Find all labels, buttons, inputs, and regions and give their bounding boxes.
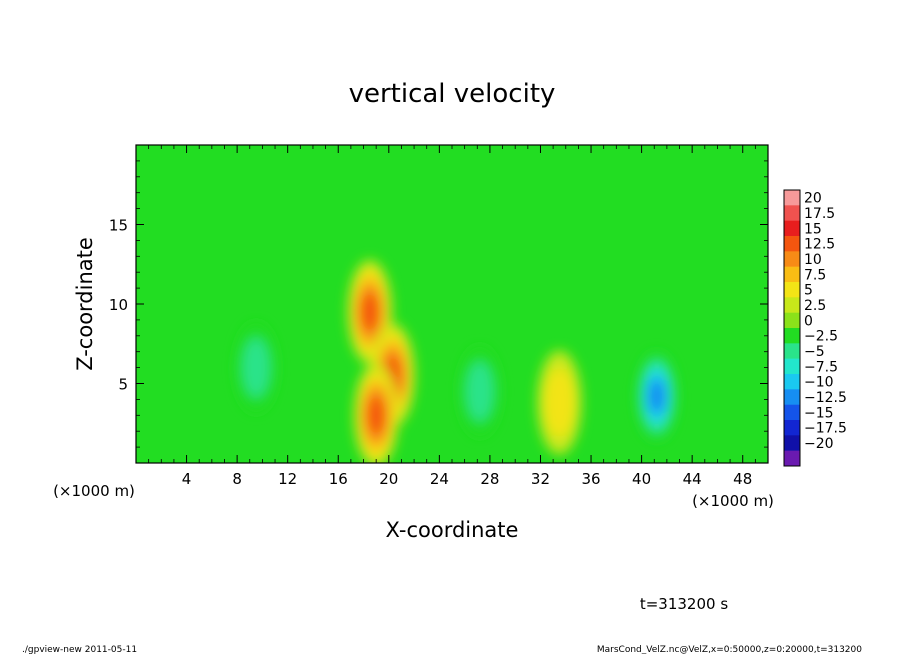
colorbar-label: 17.5 bbox=[804, 206, 835, 222]
x-tick-label: 48 bbox=[733, 470, 752, 488]
colorbar-swatch bbox=[784, 389, 800, 405]
x-tick-label: 44 bbox=[683, 470, 702, 488]
colorbar-swatch bbox=[784, 435, 800, 451]
colorbar-swatch bbox=[784, 190, 800, 206]
colorbar: 2017.51512.5107.552.50−2.5−5−7.5−10−12.5… bbox=[783, 189, 847, 467]
colorbar-label: 20 bbox=[804, 191, 822, 207]
colorbar-label: 0 bbox=[804, 313, 813, 329]
field-contour-5-2 bbox=[465, 362, 494, 421]
colorbar-swatch bbox=[784, 404, 800, 421]
colorbar-swatch bbox=[784, 282, 800, 298]
colorbar-label: −20 bbox=[804, 436, 834, 452]
x-tick-label: 32 bbox=[531, 470, 550, 488]
x-tick-label: 20 bbox=[379, 470, 398, 488]
colorbar-label: 7.5 bbox=[804, 267, 826, 283]
colorbar-label: −2.5 bbox=[804, 329, 838, 345]
x-tick-label: 4 bbox=[182, 470, 192, 488]
colorbar-swatch bbox=[784, 420, 800, 436]
x-unit-left: (×1000 m) bbox=[53, 482, 135, 500]
colorbar-label: −5 bbox=[804, 344, 825, 360]
field-contour-4-5 bbox=[648, 379, 666, 414]
colorbar-label: −12.5 bbox=[804, 390, 847, 406]
colorbar-swatch bbox=[784, 312, 800, 329]
plot-area bbox=[135, 144, 769, 464]
colorbar-label: 2.5 bbox=[804, 298, 826, 314]
x-axis-label: X-coordinate bbox=[386, 518, 519, 542]
colorbar-swatch bbox=[784, 328, 800, 344]
colorbar-swatch bbox=[784, 358, 800, 375]
y-axis-label: Z-coordinate bbox=[73, 237, 97, 371]
colorbar-label: −7.5 bbox=[804, 359, 838, 375]
colorbar-label: −17.5 bbox=[804, 421, 847, 437]
chart-title: vertical velocity bbox=[349, 79, 556, 109]
colorbar-swatch bbox=[784, 220, 800, 237]
y-tick-label: 5 bbox=[118, 376, 128, 394]
x-tick-label: 36 bbox=[581, 470, 600, 488]
colorbar-label: 5 bbox=[804, 283, 813, 299]
footer-left: ./gpview-new 2011-05-11 bbox=[22, 645, 137, 654]
x-tick-label: 16 bbox=[329, 470, 348, 488]
x-tick-label: 12 bbox=[278, 470, 297, 488]
x-tick-label: 28 bbox=[480, 470, 499, 488]
field-contour-0-5 bbox=[360, 292, 379, 332]
footer-right: MarsCond_VelZ.nc@VelZ,x=0:50000,z=0:2000… bbox=[597, 645, 862, 654]
x-tick-label: 24 bbox=[430, 470, 449, 488]
y-tick-label: 10 bbox=[109, 296, 128, 314]
y-tick-label: 15 bbox=[109, 217, 128, 235]
x-axis-ticks: 4 8 12 16 20 24 28 32 36 40 44 48 bbox=[148, 145, 756, 488]
colorbar-swatch bbox=[784, 251, 800, 267]
colorbar-label: 15 bbox=[804, 221, 822, 237]
colorbar-swatch bbox=[784, 205, 800, 221]
y-axis-ticks: 5 10 15 bbox=[109, 160, 768, 448]
colorbar-frame bbox=[783, 189, 801, 467]
colorbar-swatch bbox=[784, 343, 800, 359]
colorbar-label: 10 bbox=[804, 252, 822, 268]
field-contour-2-5 bbox=[367, 396, 386, 435]
time-label: t=313200 s bbox=[640, 595, 728, 613]
field-contour-3-2 bbox=[544, 368, 575, 437]
colorbar-swatch bbox=[784, 374, 800, 390]
colorbar-label: −10 bbox=[804, 375, 834, 391]
colorbar-swatch bbox=[784, 450, 800, 467]
colorbar-swatch bbox=[784, 236, 800, 252]
colorbar-label: −15 bbox=[804, 405, 834, 421]
x-tick-label: 8 bbox=[232, 470, 242, 488]
colorbar-label: 12.5 bbox=[804, 237, 835, 253]
x-unit-right: (×1000 m) bbox=[692, 492, 774, 510]
colorbar-swatch bbox=[784, 297, 800, 313]
field-contour-6-2 bbox=[242, 338, 270, 397]
x-tick-label: 40 bbox=[632, 470, 651, 488]
velocity-field bbox=[136, 145, 768, 463]
colorbar-swatch bbox=[784, 266, 800, 283]
